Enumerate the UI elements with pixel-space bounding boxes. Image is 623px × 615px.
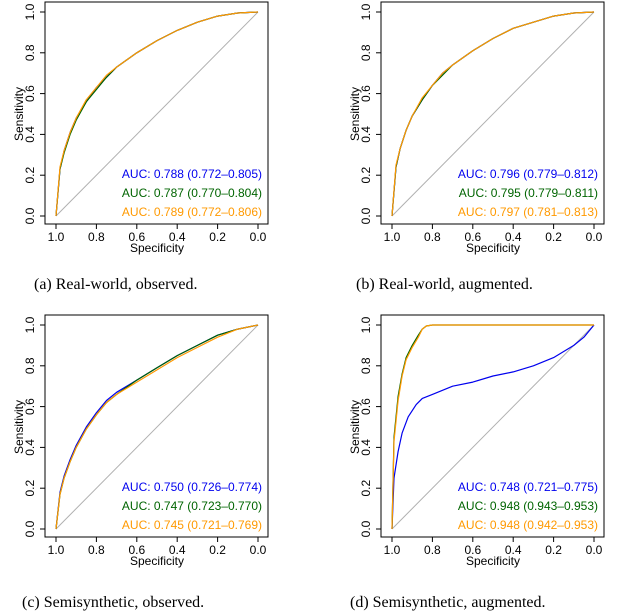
legend-entry-2: AUC: 0.795 (0.779–0.811) — [459, 186, 598, 200]
y-tick-label: 0.8 — [23, 44, 37, 61]
x-tick-label: 0.8 — [88, 543, 105, 557]
y-axis-label: Sensitivity — [348, 400, 362, 454]
y-tick-label: 0.4 — [23, 126, 37, 143]
x-tick-label: 0.4 — [505, 230, 522, 244]
y-tick-label: 1.0 — [23, 3, 37, 20]
chance-diagonal — [391, 11, 595, 217]
x-tick-label: 0.8 — [88, 230, 105, 244]
y-tick-label: 0.6 — [23, 398, 37, 415]
x-tick-label: 0.0 — [586, 543, 603, 557]
y-tick-label: 0.8 — [359, 357, 373, 374]
legend-entry-2: AUC: 0.948 (0.943–0.953) — [458, 499, 598, 513]
y-tick-label: 0.2 — [359, 480, 373, 497]
legend-entry-3: AUC: 0.797 (0.781–0.813) — [458, 205, 598, 219]
roc-panel-a: 1.0 0.8 0.6 0.4 0.2 0.0 0.0 0.2 0.4 0.6 0.8 1.0 Spec… — [0, 0, 300, 300]
x-tick-label: 1.0 — [48, 543, 65, 557]
y-tick-label: 0.6 — [359, 398, 373, 415]
x-axis-label: Specificity — [466, 241, 520, 255]
y-tick-label: 1.0 — [23, 316, 37, 333]
x-tick-label: 0.0 — [250, 543, 267, 557]
y-tick-label: 0.8 — [23, 357, 37, 374]
legend-entry-1: AUC: 0.750 (0.726–0.774) — [122, 480, 262, 494]
caption-b: (b) Real-world, augmented. — [356, 276, 533, 293]
x-tick-label: 0.2 — [545, 230, 562, 244]
y-axis-label: Sensitivity — [348, 87, 362, 141]
legend-entry-1: AUC: 0.788 (0.772–0.805) — [122, 167, 262, 181]
x-tick-label: 0.4 — [169, 543, 186, 557]
legend-entry-3: AUC: 0.789 (0.772–0.806) — [122, 205, 262, 219]
roc-panel-b: 1.0 0.8 0.6 0.4 0.2 0.0 0.0 0.2 0.4 0.6 0.8 1.0 Spec… — [336, 0, 623, 300]
x-axis-label: Specificity — [466, 554, 520, 568]
x-tick-label: 0.6 — [128, 543, 145, 557]
y-tick-label: 0.0 — [359, 520, 373, 537]
x-tick-label: 0.0 — [250, 230, 267, 244]
y-tick-label: 0.6 — [23, 85, 37, 102]
roc-panel-c: 1.0 0.8 0.6 0.4 0.2 0.0 0.0 0.2 0.4 0.6 0.8 1.0 Spec… — [0, 313, 300, 613]
legend-entry-3: AUC: 0.745 (0.721–0.769) — [122, 518, 262, 532]
x-tick-label: 0.4 — [169, 230, 186, 244]
x-tick-label: 0.2 — [545, 543, 562, 557]
y-tick-label: 0.2 — [359, 167, 373, 184]
y-tick-label: 0.4 — [359, 439, 373, 456]
y-tick-label: 1.0 — [359, 316, 373, 333]
y-tick-label: 0.2 — [23, 480, 37, 497]
roc-chart-a: 1.0 0.8 0.6 0.4 0.2 0.0 0.0 0.2 0.4 0.6 0.8 1.0 Spec… — [12, 1, 269, 255]
y-tick-label: 0.6 — [359, 85, 373, 102]
roc-curve-3 — [391, 11, 595, 217]
y-tick-label: 0.4 — [23, 439, 37, 456]
x-tick-label: 0.2 — [209, 543, 226, 557]
roc-curve-1 — [391, 324, 595, 530]
x-tick-label: 1.0 — [384, 230, 401, 244]
plot-frame — [380, 1, 605, 225]
y-axis-label: Sensitivity — [12, 400, 26, 454]
x-tick-label: 0.6 — [128, 230, 145, 244]
x-tick-label: 0.0 — [586, 230, 603, 244]
caption-d: (d) Semisynthetic, augmented. — [350, 594, 546, 611]
legend-entry-1: AUC: 0.748 (0.721–0.775) — [458, 480, 598, 494]
y-tick-label: 0.8 — [359, 44, 373, 61]
x-tick-label: 0.6 — [464, 543, 481, 557]
legend-entry-2: AUC: 0.747 (0.723–0.770) — [122, 499, 262, 513]
x-tick-label: 0.4 — [505, 543, 522, 557]
roc-chart-d: 1.0 0.8 0.6 0.4 0.2 0.0 0.0 0.2 0.4 0.6 0.8 1.0 Spec… — [348, 314, 605, 568]
plot-frame — [44, 314, 269, 538]
y-tick-label: 0.0 — [23, 520, 37, 537]
legend-entry-1: AUC: 0.796 (0.779–0.812) — [458, 167, 598, 181]
y-tick-label: 0.0 — [359, 207, 373, 224]
y-tick-label: 1.0 — [359, 3, 373, 20]
x-tick-label: 1.0 — [384, 543, 401, 557]
x-tick-label: 0.8 — [424, 230, 441, 244]
roc-curve-3 — [55, 11, 259, 217]
chance-diagonal — [55, 11, 259, 217]
roc-curve-3 — [391, 324, 594, 530]
roc-chart-c: 1.0 0.8 0.6 0.4 0.2 0.0 0.0 0.2 0.4 0.6 0.8 1.0 Spec… — [12, 314, 269, 568]
roc-curve-3 — [55, 324, 259, 530]
x-axis-label: Specificity — [130, 554, 184, 568]
chance-diagonal — [55, 324, 259, 530]
x-axis-label: Specificity — [130, 241, 184, 255]
x-tick-label: 0.6 — [464, 230, 481, 244]
plot-frame — [44, 1, 269, 225]
x-tick-label: 0.2 — [209, 230, 226, 244]
chance-diagonal — [391, 324, 595, 530]
caption-a: (a) Real-world, observed. — [34, 276, 198, 293]
legend-entry-3: AUC: 0.948 (0.942–0.953) — [458, 518, 598, 532]
caption-c: (c) Semisynthetic, observed. — [22, 594, 205, 611]
roc-panel-d: 1.0 0.8 0.6 0.4 0.2 0.0 0.0 0.2 0.4 0.6 0.8 1.0 Spec… — [336, 313, 623, 613]
roc-chart-b: 1.0 0.8 0.6 0.4 0.2 0.0 0.0 0.2 0.4 0.6 0.8 1.0 Spec… — [348, 1, 605, 255]
y-axis-label: Sensitivity — [12, 87, 26, 141]
x-tick-label: 1.0 — [48, 230, 65, 244]
legend-entry-2: AUC: 0.787 (0.770–0.804) — [122, 186, 262, 200]
plot-frame — [380, 314, 605, 538]
y-tick-label: 0.4 — [359, 126, 373, 143]
x-tick-label: 0.8 — [424, 543, 441, 557]
y-tick-label: 0.2 — [23, 167, 37, 184]
y-tick-label: 0.0 — [23, 207, 37, 224]
